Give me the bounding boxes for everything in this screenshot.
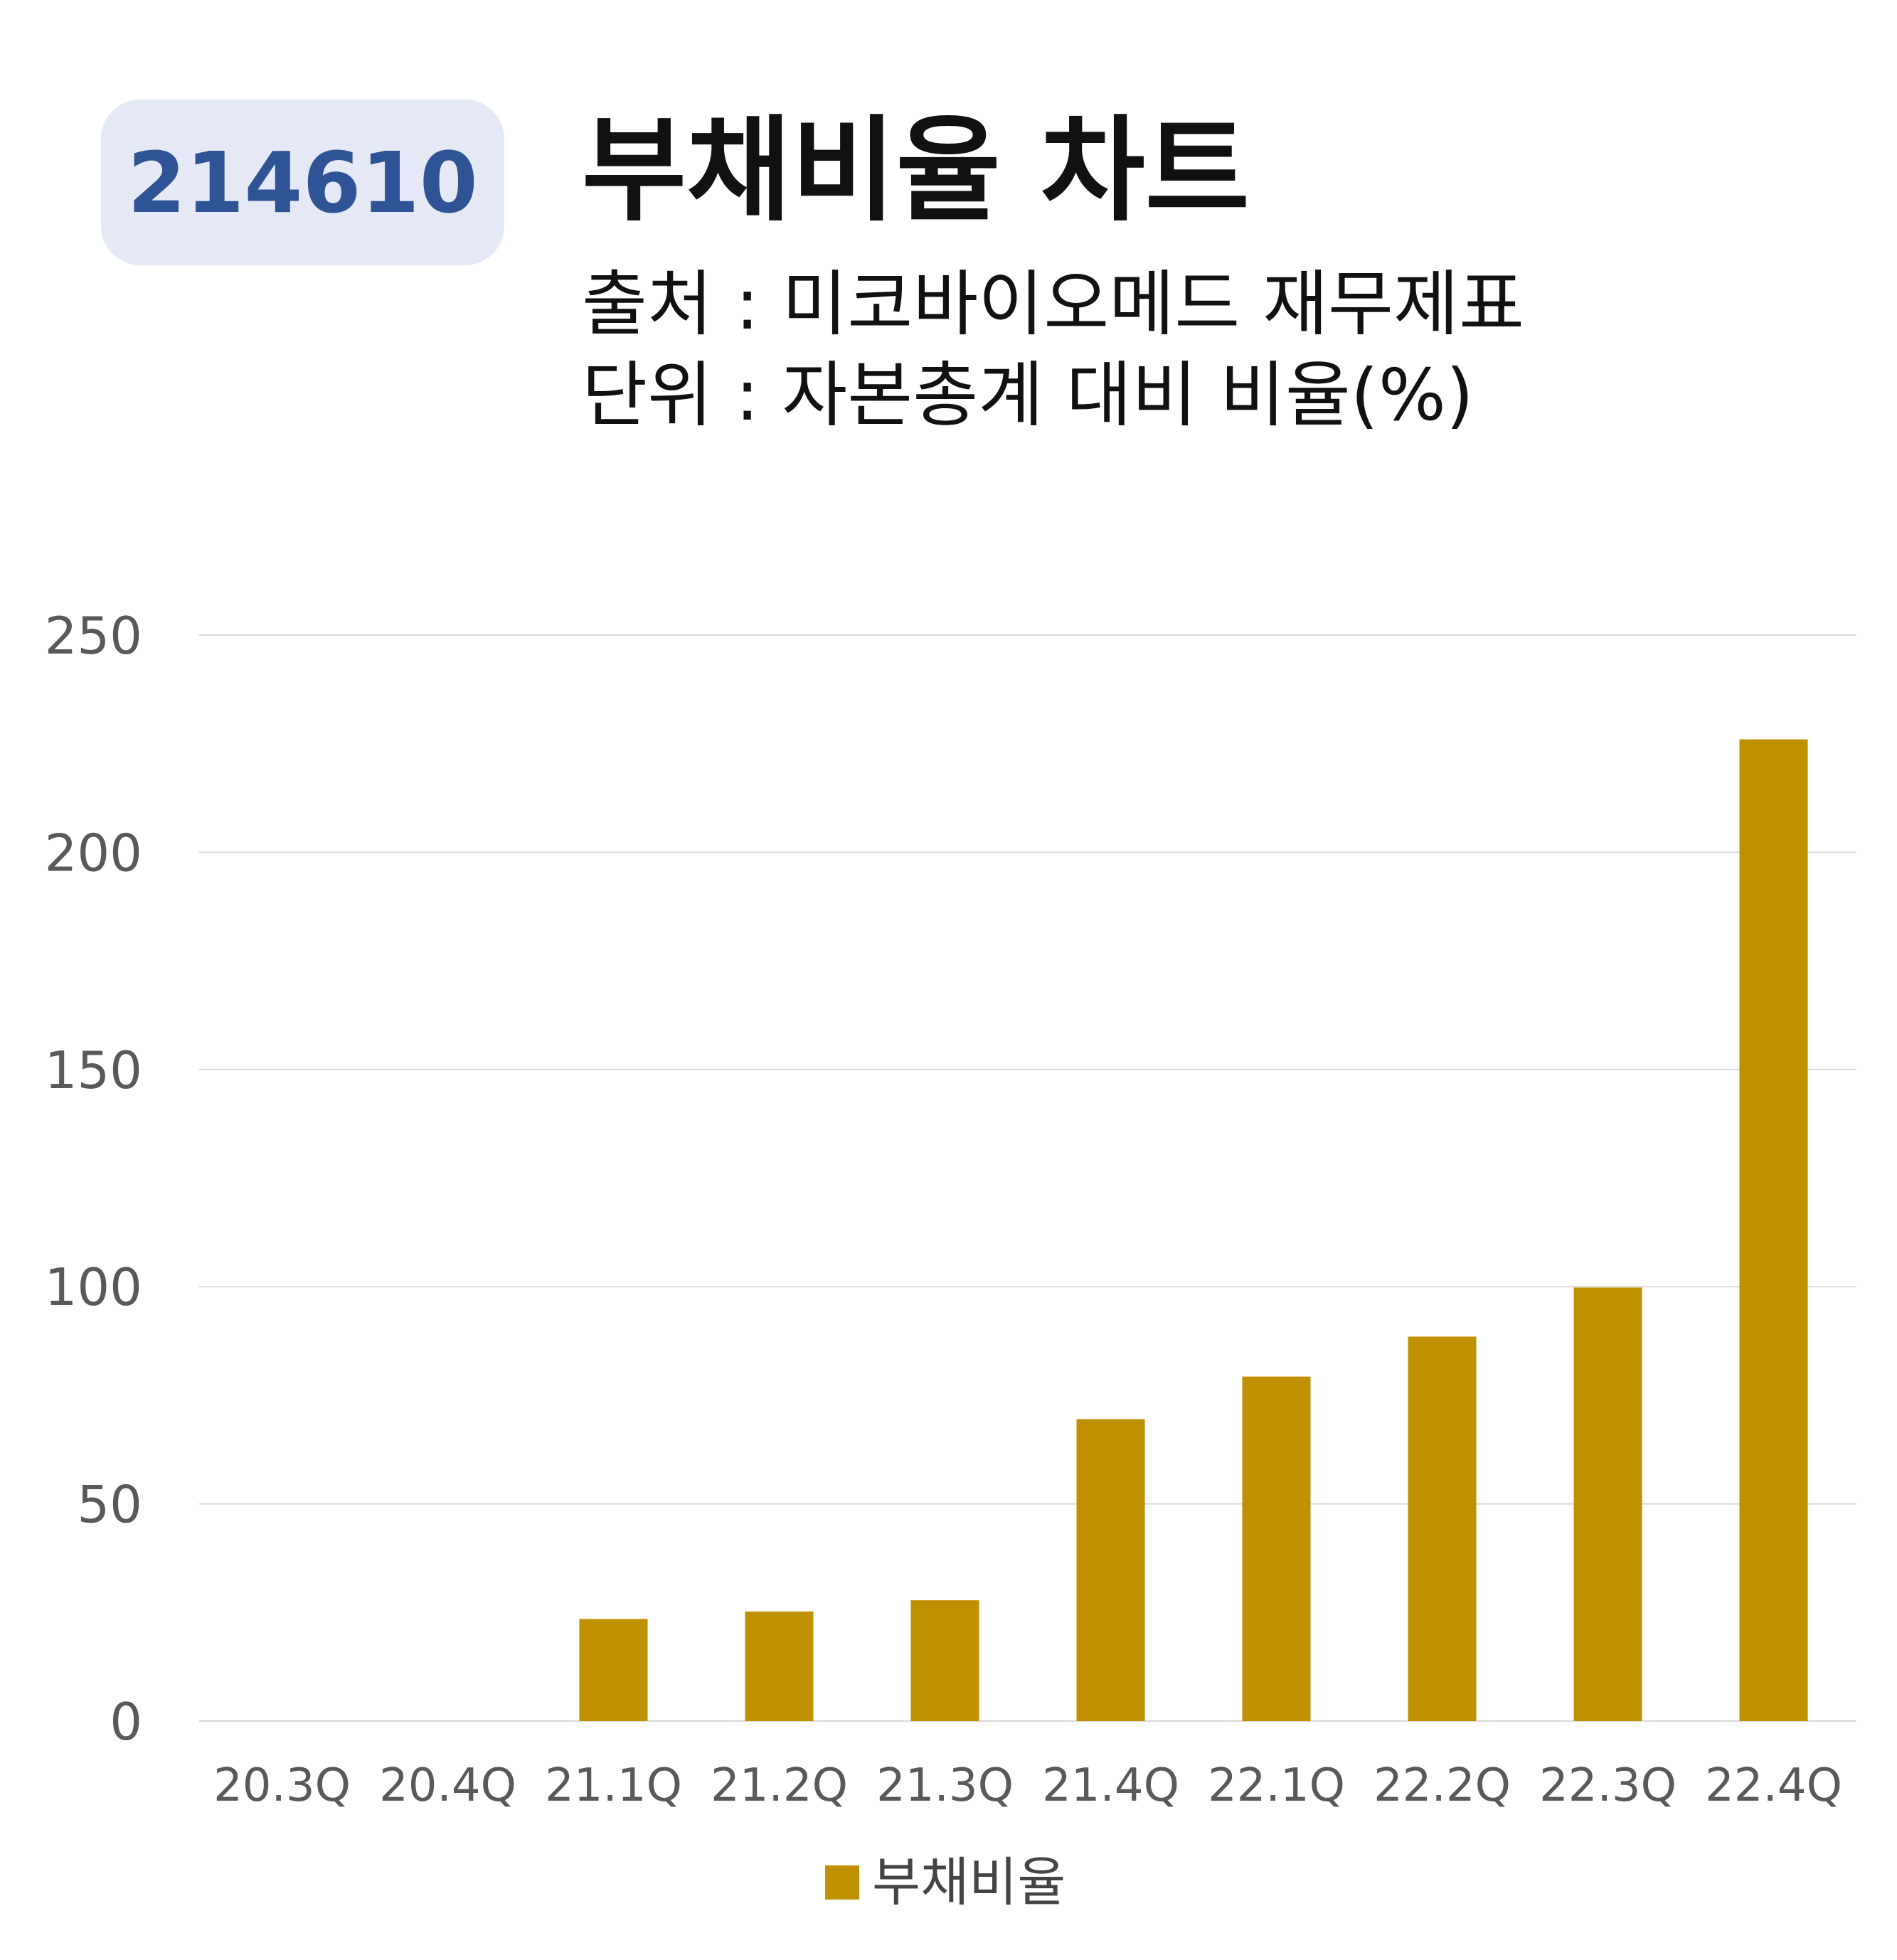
stock-code: 214610: [127, 133, 478, 232]
x-axis-ticks: 20.3Q 20.4Q 21.1Q 21.2Q 21.3Q 21.4Q 22.1Q 22.2Q…: [213, 1759, 1842, 1812]
bar: [1408, 1336, 1477, 1721]
bar: [1242, 1376, 1311, 1721]
bar: [1739, 739, 1808, 1721]
x-tick-label: 20.4Q: [379, 1759, 516, 1812]
x-tick-label: 22.4Q: [1705, 1759, 1842, 1812]
bar: [1076, 1419, 1145, 1721]
legend-label: 부채비율: [872, 1852, 1066, 1913]
legend-swatch: [825, 1865, 859, 1900]
stock-code-badge: 214610: [101, 100, 504, 265]
unit-text: 단위 : 자본총계 대비 비율(%): [582, 353, 1474, 437]
x-tick-label: 22.2Q: [1373, 1759, 1511, 1812]
bar: [745, 1612, 814, 1721]
x-tick-label: 21.1Q: [545, 1759, 682, 1812]
y-tick-label: 100: [45, 1257, 142, 1317]
bar: [579, 1619, 648, 1721]
y-tick-label: 150: [45, 1040, 142, 1100]
x-tick-label: 21.3Q: [876, 1759, 1014, 1812]
x-tick-label: 21.2Q: [711, 1759, 848, 1812]
x-tick-label: 20.3Q: [213, 1759, 351, 1812]
x-tick-label: 22.3Q: [1539, 1759, 1677, 1812]
gridlines: [199, 634, 1856, 1722]
bar: [1573, 1287, 1642, 1721]
bars: [579, 739, 1808, 1721]
y-axis-ticks: 0 50 100 150 200 250: [45, 606, 142, 1752]
x-tick-label: 21.4Q: [1042, 1759, 1179, 1812]
y-tick-label: 250: [45, 606, 142, 666]
x-tick-label: 22.1Q: [1208, 1759, 1345, 1812]
bar: [910, 1600, 979, 1721]
y-tick-label: 50: [77, 1475, 142, 1535]
y-tick-label: 0: [110, 1692, 142, 1752]
legend: 부채비율: [825, 1856, 1066, 1909]
y-tick-label: 200: [45, 823, 142, 883]
chart-title: 부채비율 차트: [582, 104, 1250, 237]
source-text: 출처 : 미코바이오메드 재무제표: [582, 262, 1525, 346]
